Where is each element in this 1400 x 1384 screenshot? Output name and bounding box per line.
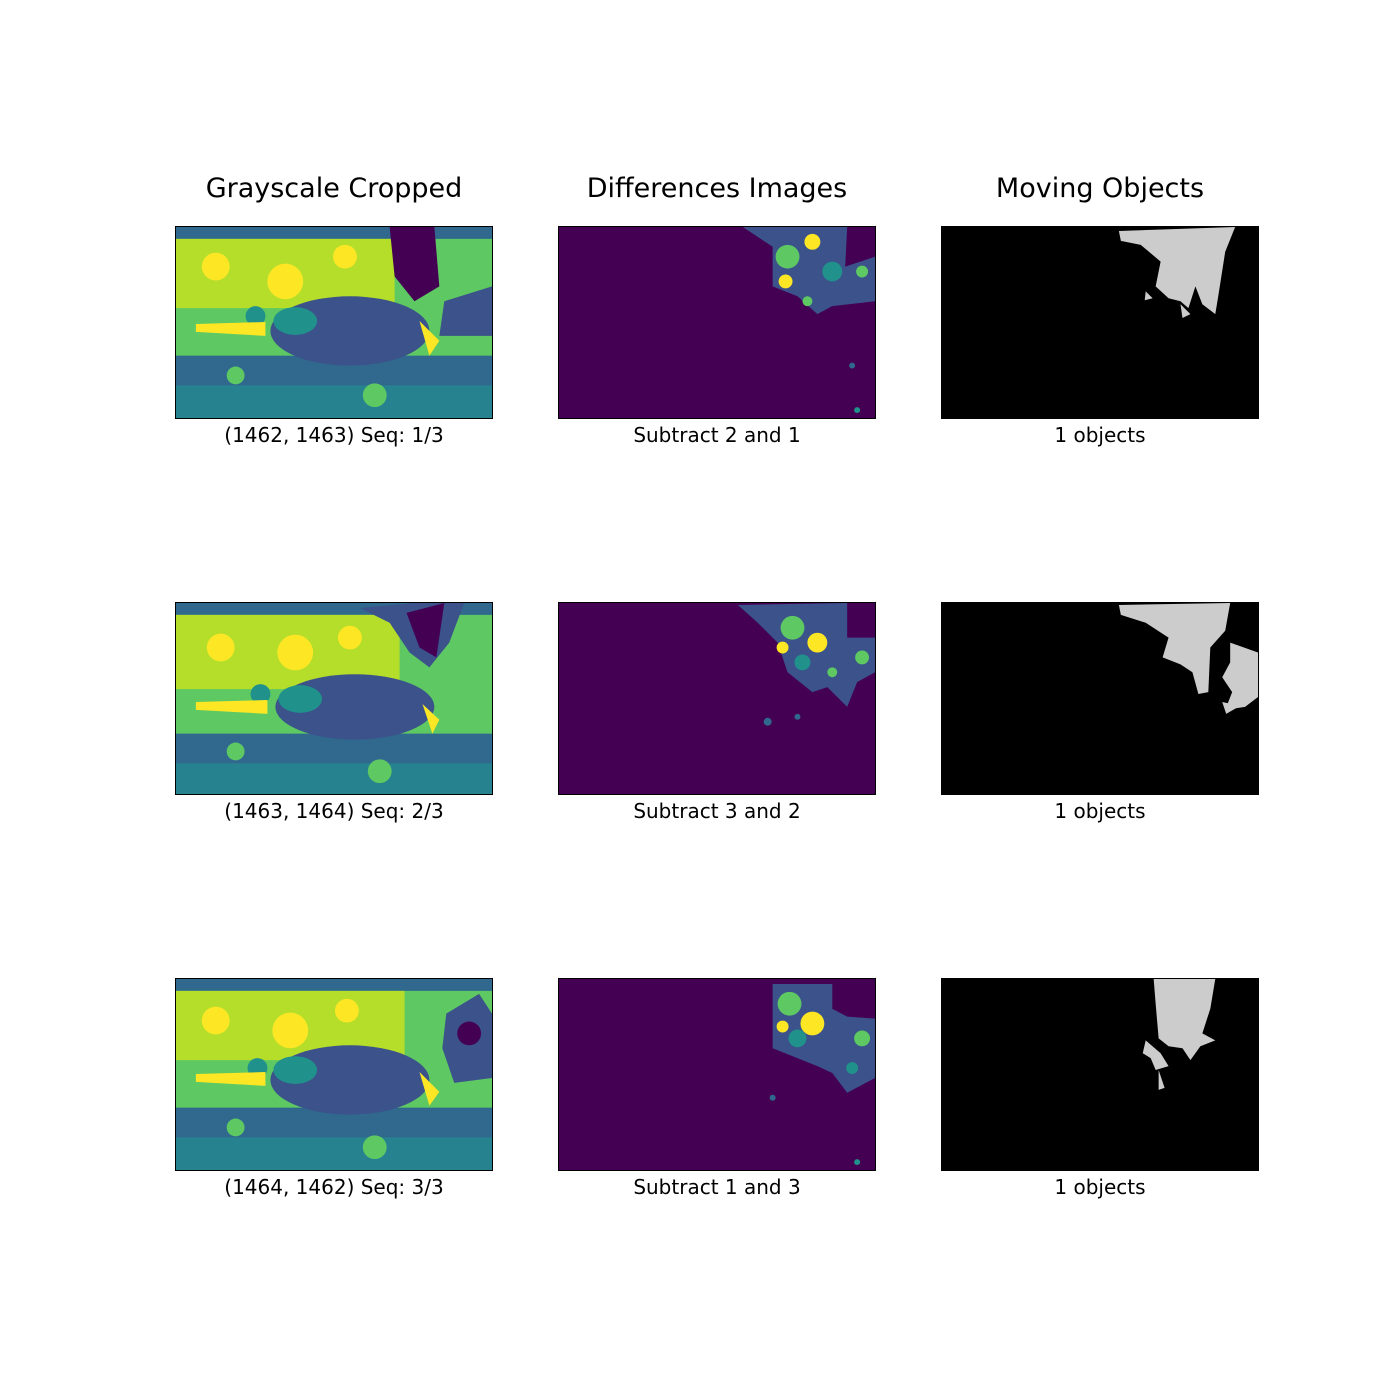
difference-image-3 [558, 978, 876, 1171]
column-title-moving-objects: Moving Objects [995, 173, 1205, 204]
difference-caption-2: Subtract 3 and 2 [633, 799, 801, 823]
grayscale-caption-2: (1463, 1464) Seq: 2/3 [224, 799, 444, 823]
moving-objects-mask-2 [941, 602, 1259, 795]
moving-objects-mask-3 [941, 978, 1259, 1171]
grayscale-image-2 [175, 602, 493, 795]
difference-caption-1: Subtract 2 and 1 [633, 423, 801, 447]
difference-caption-3: Subtract 1 and 3 [633, 1175, 801, 1199]
difference-image-2 [558, 602, 876, 795]
grayscale-image-1 [175, 226, 493, 419]
moving-objects-caption-3: 1 objects [1054, 1175, 1146, 1199]
moving-objects-caption-1: 1 objects [1054, 423, 1146, 447]
difference-image-1 [558, 226, 876, 419]
column-title-differences: Differences Images [586, 173, 848, 204]
grayscale-image-3 [175, 978, 493, 1171]
column-title-grayscale: Grayscale Cropped [205, 173, 463, 204]
grayscale-caption-3: (1464, 1462) Seq: 3/3 [224, 1175, 444, 1199]
moving-objects-caption-2: 1 objects [1054, 799, 1146, 823]
moving-objects-mask-1 [941, 226, 1259, 419]
grayscale-caption-1: (1462, 1463) Seq: 1/3 [224, 423, 444, 447]
